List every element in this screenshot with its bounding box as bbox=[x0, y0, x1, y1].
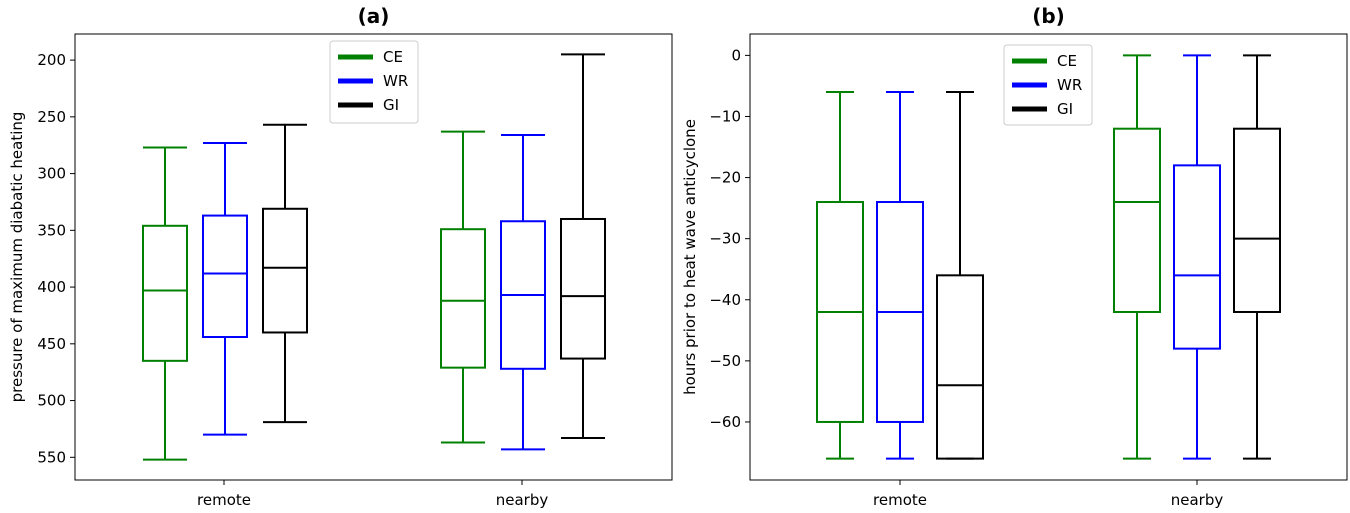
legend-label-ce: CE bbox=[383, 48, 403, 66]
legend-label-ce: CE bbox=[1057, 52, 1077, 70]
box-ce-remote bbox=[142, 146, 188, 461]
box-iqr bbox=[936, 274, 984, 460]
y-tick-label: 200 bbox=[37, 51, 66, 69]
y-axis-label: hours prior to heat wave anticyclone bbox=[681, 119, 699, 395]
y-tick-label: −30 bbox=[709, 230, 741, 248]
box-gi-nearby bbox=[1233, 54, 1281, 460]
box-iqr bbox=[1113, 127, 1161, 313]
y-tick-label: 350 bbox=[37, 221, 66, 239]
panel-b: 0 −10 −20 −30 −40 −50 −60 hours prior to heat w… bbox=[681, 33, 1348, 509]
panel-a-title: (a) bbox=[357, 4, 390, 28]
box-ce-nearby bbox=[440, 130, 486, 444]
box-wr-remote bbox=[876, 91, 924, 460]
legend-label-gi: GI bbox=[1057, 100, 1073, 118]
box-iqr bbox=[560, 217, 606, 360]
y-tick-label: 500 bbox=[37, 392, 66, 410]
plot-frame bbox=[74, 33, 673, 481]
legend-label-wr: WR bbox=[383, 72, 408, 90]
y-tick-label: 550 bbox=[37, 448, 66, 466]
box-gi-remote bbox=[262, 123, 308, 424]
box-wr-nearby bbox=[500, 134, 546, 451]
y-tick-label: −20 bbox=[709, 169, 741, 187]
box-ce-remote bbox=[816, 91, 864, 460]
panel-b-title: (b) bbox=[1032, 4, 1065, 28]
box-iqr bbox=[1173, 164, 1221, 350]
legend-label-gi: GI bbox=[383, 96, 399, 114]
y-tick-label: 400 bbox=[37, 278, 66, 296]
legend-frame bbox=[1003, 44, 1093, 126]
box-gi-nearby bbox=[560, 53, 606, 440]
box-wr-nearby bbox=[1173, 54, 1221, 460]
box-gi-remote bbox=[936, 91, 984, 460]
y-tick-label: 450 bbox=[37, 335, 66, 353]
y-tick-label: −10 bbox=[709, 107, 741, 125]
y-tick-label: 250 bbox=[37, 108, 66, 126]
x-tick-label-remote: remote bbox=[197, 491, 251, 509]
y-tick-label: 0 bbox=[731, 46, 741, 64]
y-tick-label: −50 bbox=[709, 352, 741, 370]
legend: CE WR GI bbox=[1003, 44, 1093, 126]
box-iqr bbox=[262, 207, 308, 334]
box-ce-nearby bbox=[1113, 54, 1161, 460]
box-wr-remote bbox=[202, 141, 248, 436]
legend: CE WR GI bbox=[329, 40, 419, 124]
x-tick-label-remote: remote bbox=[873, 491, 927, 509]
box-iqr bbox=[440, 228, 486, 369]
legend-label-wr: WR bbox=[1057, 76, 1082, 94]
y-tick-label: −60 bbox=[709, 413, 741, 431]
panel-a: 200 250 300 350 400 450 500 550 pressure of maxi… bbox=[8, 33, 673, 509]
y-axis-label: pressure of maximum diabatic heating bbox=[8, 112, 26, 403]
y-tick-label: 300 bbox=[37, 165, 66, 183]
x-tick-label-nearby: nearby bbox=[496, 491, 549, 509]
y-tick-label: −40 bbox=[709, 291, 741, 309]
x-tick-label-nearby: nearby bbox=[1171, 491, 1224, 509]
box-iqr bbox=[202, 214, 248, 339]
plot-frame bbox=[749, 33, 1348, 481]
box-iqr bbox=[142, 224, 188, 362]
box-iqr bbox=[1233, 127, 1281, 313]
